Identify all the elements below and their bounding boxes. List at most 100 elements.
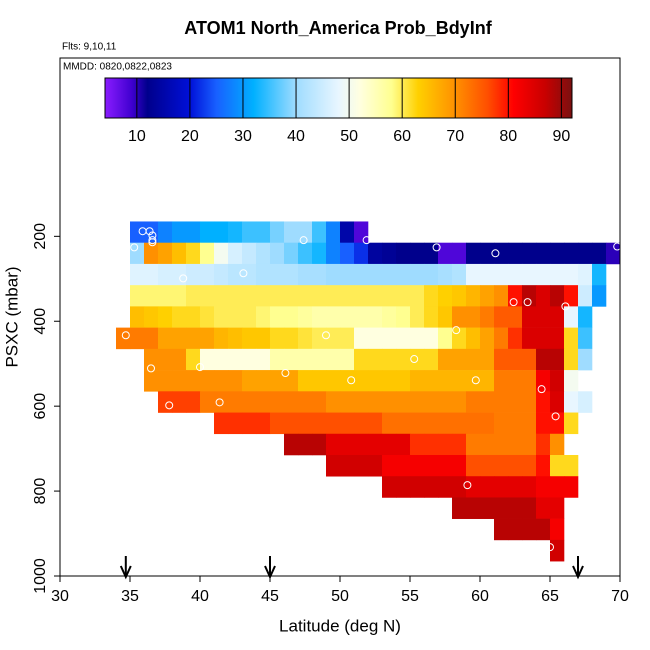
- heatmap-cell: [130, 221, 145, 243]
- heatmap-cell: [564, 370, 579, 392]
- heatmap-cell: [158, 221, 173, 243]
- heatmap-cell: [158, 242, 173, 265]
- heatmap-cell: [284, 285, 299, 307]
- heatmap-cell: [536, 412, 551, 435]
- x-tick-label: 50: [331, 588, 349, 605]
- heatmap-cell: [284, 370, 299, 392]
- heatmap-cell: [550, 454, 565, 477]
- heatmap-cell: [312, 348, 327, 371]
- heatmap-cell: [186, 263, 201, 286]
- heatmap-cell: [172, 370, 187, 392]
- heatmap-cell: [354, 306, 369, 328]
- heatmap-cell: [424, 391, 439, 413]
- heatmap-cell: [424, 412, 439, 435]
- heatmap-cell: [354, 242, 369, 265]
- heatmap-cell: [340, 370, 355, 392]
- heatmap-cell: [172, 306, 187, 328]
- y-tick-label: 400: [32, 308, 49, 335]
- heatmap-cell: [214, 263, 229, 286]
- heatmap-cell: [564, 412, 579, 435]
- heatmap-cell: [284, 221, 299, 243]
- heatmap-cell: [480, 476, 495, 498]
- heatmap-cell: [494, 454, 509, 477]
- y-tick-label: 200: [32, 223, 49, 250]
- heatmap-cell: [340, 263, 355, 286]
- heatmap-cell: [536, 433, 551, 456]
- heatmap-cell: [158, 391, 173, 413]
- heatmap-cell: [452, 476, 467, 498]
- x-axis-label: Latitude (deg N): [279, 616, 401, 635]
- heatmap-cell: [354, 412, 369, 435]
- heatmap-cell: [424, 348, 439, 371]
- heatmap-cell: [396, 412, 411, 435]
- heatmap-cell: [606, 242, 621, 265]
- heatmap-cell: [424, 454, 439, 477]
- heatmap-cell: [396, 391, 411, 413]
- heatmap-cell: [172, 285, 187, 307]
- heatmap-cell: [494, 285, 509, 307]
- heatmap-cell: [382, 285, 397, 307]
- heatmap-cell: [410, 306, 425, 328]
- heatmap-cell: [340, 433, 355, 456]
- heatmap-cell: [494, 327, 509, 350]
- x-tick-label: 45: [261, 588, 279, 605]
- heatmap-cell: [298, 348, 313, 371]
- y-tick-label: 1000: [32, 558, 49, 594]
- heatmap-cell: [144, 263, 159, 286]
- heatmap-cell: [424, 285, 439, 307]
- colorbar-tick-label: 60: [393, 128, 411, 145]
- x-tick-label: 30: [51, 588, 69, 605]
- heatmap-cell: [340, 412, 355, 435]
- heatmap-cell: [256, 263, 271, 286]
- heatmap-cell: [116, 327, 131, 350]
- observation-point: [239, 269, 248, 278]
- y-tick-label: 800: [32, 478, 49, 505]
- observation-point: [432, 243, 441, 252]
- heatmap-cell: [144, 370, 159, 392]
- heatmap-cell: [186, 370, 201, 392]
- colorbar-tick-label: 70: [446, 128, 464, 145]
- heatmap-cell: [270, 412, 285, 435]
- heatmap-cell: [228, 370, 243, 392]
- heatmap-cell: [508, 263, 523, 286]
- observation-point: [299, 236, 308, 245]
- heatmap-cell: [354, 370, 369, 392]
- observation-point: [546, 543, 554, 552]
- heatmap-cell: [452, 327, 467, 350]
- heatmap-cell: [564, 348, 579, 371]
- heatmap-cell: [550, 412, 565, 435]
- heatmap-cell: [326, 348, 341, 371]
- heatmap-cell: [144, 348, 159, 371]
- heatmap-cell: [494, 518, 509, 541]
- heatmap-cell: [340, 391, 355, 413]
- heatmap-cell: [508, 370, 523, 392]
- heatmap-cell: [284, 412, 299, 435]
- x-tick-label: 60: [471, 588, 489, 605]
- heatmap-cell: [242, 412, 257, 435]
- heatmap-cell: [284, 348, 299, 371]
- heatmap-cell: [242, 263, 257, 286]
- heatmap-cell: [522, 327, 537, 350]
- heatmap-cell: [228, 306, 243, 328]
- heatmap-cell: [298, 412, 313, 435]
- observation-point: [179, 274, 188, 283]
- observation-point: [347, 376, 356, 385]
- colorbar-tick-label: 90: [552, 128, 570, 145]
- heatmap-cell: [130, 327, 145, 350]
- heatmap-cell: [172, 221, 187, 243]
- heatmap-cell: [228, 221, 243, 243]
- heatmap-cell: [270, 242, 285, 265]
- heatmap-cell: [396, 433, 411, 456]
- colorbar-tick-label: 80: [499, 128, 517, 145]
- heatmap-cell: [242, 370, 257, 392]
- heatmap-cell: [368, 306, 383, 328]
- heatmap-cell: [256, 221, 271, 243]
- heatmap-cell: [200, 263, 215, 286]
- heatmap-cell: [326, 306, 341, 328]
- heatmap-cell: [466, 263, 481, 286]
- heatmap-cell: [438, 476, 453, 498]
- heatmap-cell: [256, 412, 271, 435]
- heatmap-cell: [284, 433, 299, 456]
- colorbar-tick-label: 20: [181, 128, 199, 145]
- heatmap-cell: [340, 306, 355, 328]
